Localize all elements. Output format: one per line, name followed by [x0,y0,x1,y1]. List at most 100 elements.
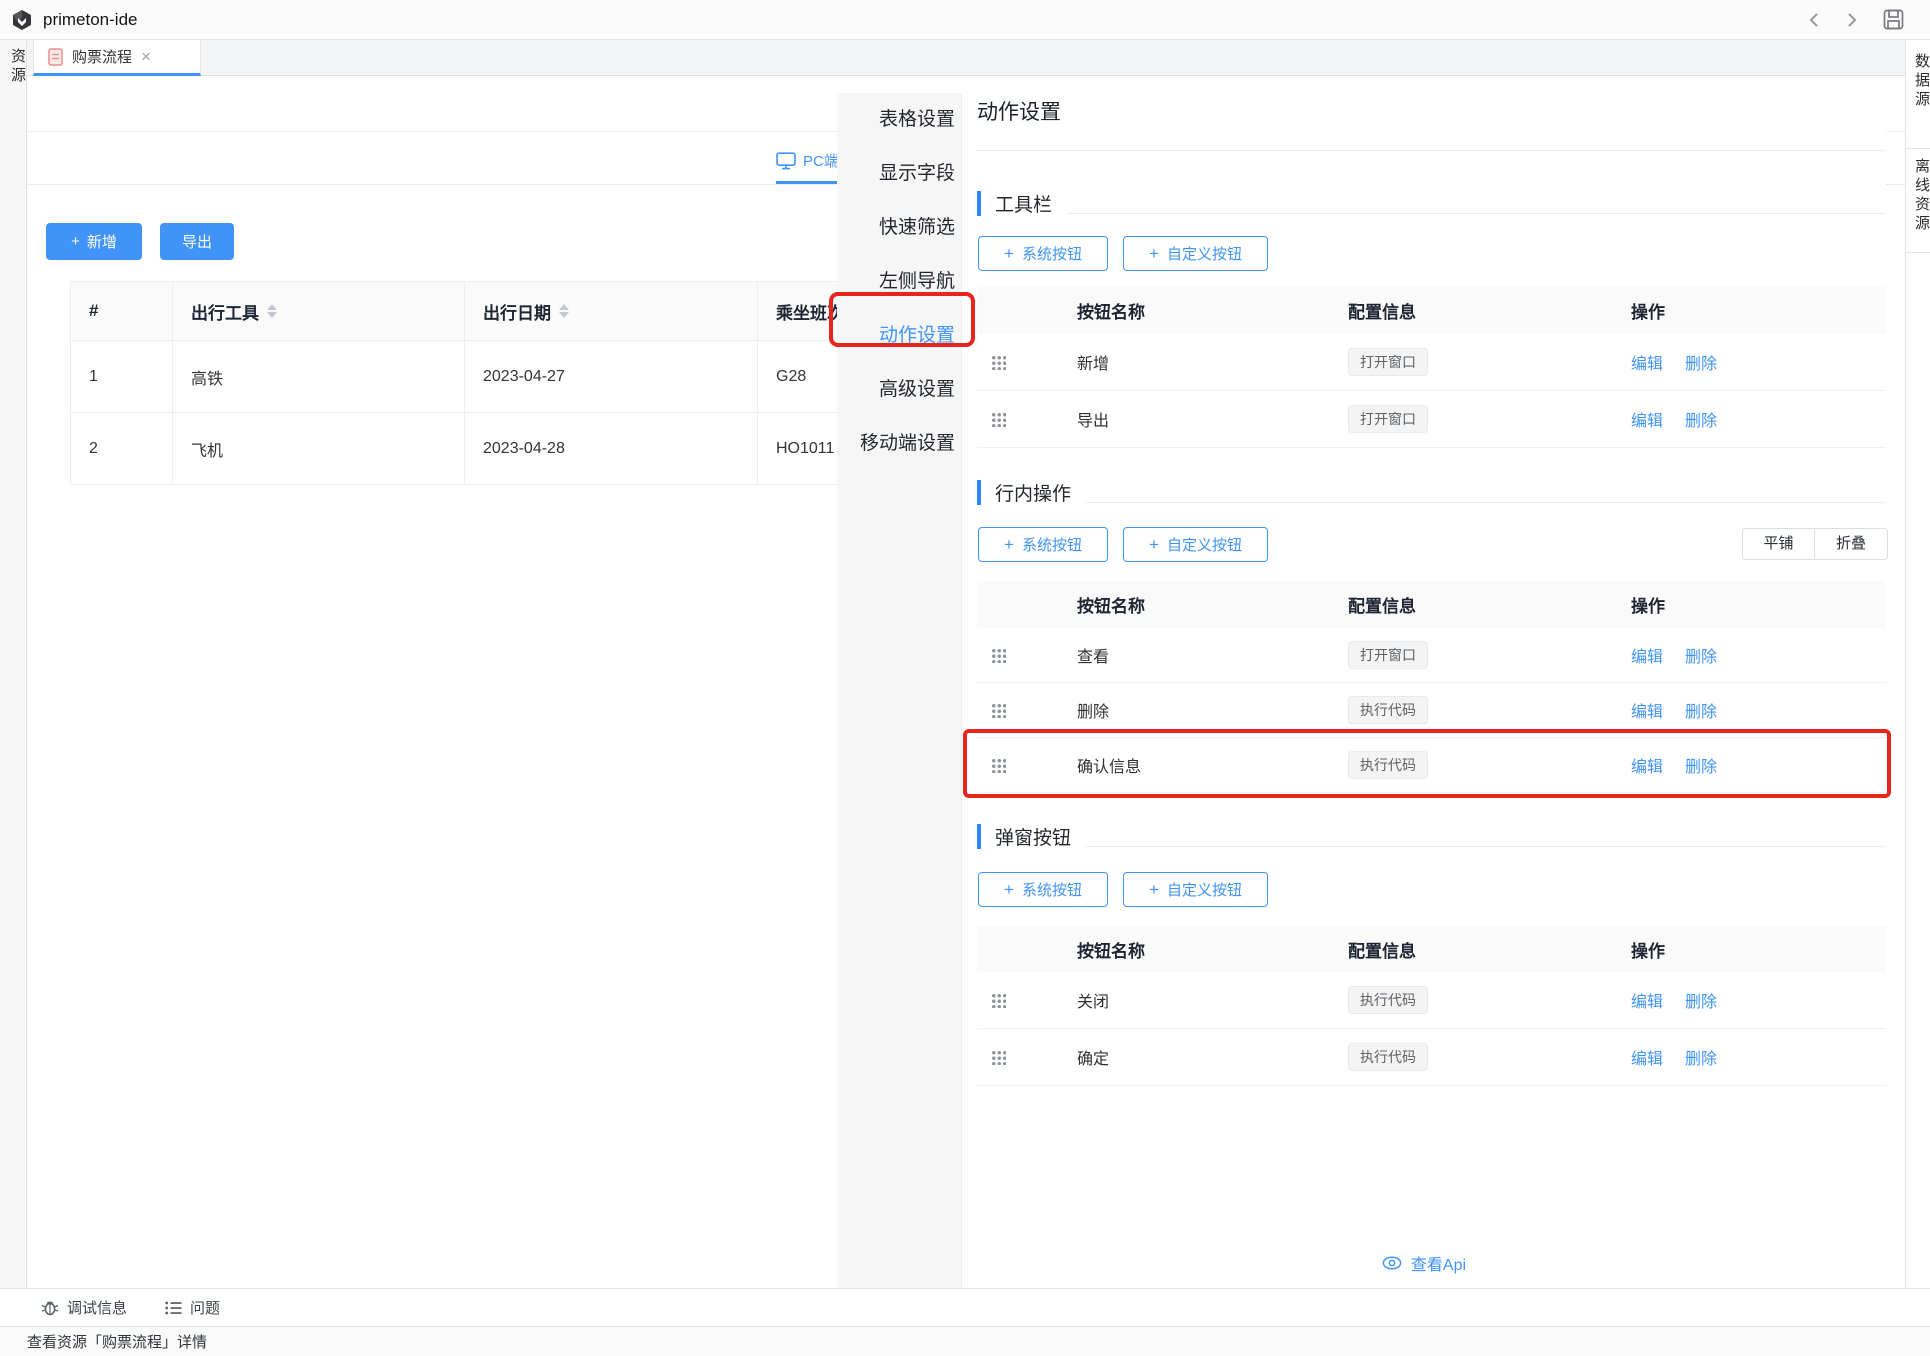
app-logo-icon [13,9,31,30]
config-tag: 打开窗口 [1348,404,1428,434]
dialog-buttons-table: 按钮名称 配置信息 操作 关闭 执行代码 编辑 删除 确定 执行代码 编辑 删 [977,926,1886,1086]
problems-item[interactable]: 问题 [165,1297,220,1318]
edit-link[interactable]: 编辑 [1631,356,1664,373]
view-api-link[interactable]: 查看Api [962,1251,1886,1275]
tab-pc-label: PC端 [803,153,839,170]
section-title: 工具栏 [995,194,1053,216]
menu-item-display-fields[interactable]: 显示字段 [878,163,955,184]
tab-ticket-flow[interactable]: 购票流程 × [33,40,201,76]
table-row: 确定 执行代码 编辑 删除 [977,1029,1886,1086]
toggle-collapse[interactable]: 折叠 [1835,535,1866,552]
sort-icon[interactable] [559,304,569,318]
header-button-name: 按钮名称 [1077,597,1145,616]
layout-toggle: 平铺 折叠 [1742,528,1888,560]
drag-handle-icon[interactable] [991,1049,1006,1065]
tab-pc-underline [776,181,837,184]
table-row: 新增 打开窗口 编辑 删除 [977,334,1886,391]
rail-divider [1906,252,1930,253]
section-rule [1086,846,1886,847]
button-name: 查看 [1077,649,1110,666]
col-index: # [71,282,173,341]
drag-handle-icon[interactable] [991,757,1006,773]
panel-title: 动作设置 [977,101,1061,124]
delete-link[interactable]: 删除 [1685,356,1718,373]
editor-tab-strip: 购票流程 × [27,40,1905,76]
section-accent-bar [977,190,981,216]
toolbar-buttons-table: 按钮名称 配置信息 操作 新增 打开窗口 编辑 删除 导出 打开窗口 编辑 删 [977,287,1886,448]
system-button-add[interactable]: + 系统按钮 [978,527,1108,562]
menu-item-action-settings[interactable]: 动作设置 [878,325,955,346]
cell-index: 2 [71,413,173,485]
section-inline-actions: 行内操作 [977,478,1886,506]
col-travel-tool[interactable]: 出行工具 [173,282,465,341]
save-icon[interactable] [1883,9,1904,30]
header-button-name: 按钮名称 [1077,941,1145,961]
config-tag: 执行代码 [1348,750,1428,780]
right-rail-offline-resources[interactable]: 离线资源 [1913,158,1930,234]
edit-link[interactable]: 编辑 [1631,994,1664,1011]
back-icon[interactable] [1807,11,1821,29]
cell-travel-date: 2023-04-28 [465,413,758,485]
header-button-name: 按钮名称 [1077,303,1145,322]
delete-link[interactable]: 删除 [1685,994,1718,1011]
drag-handle-icon[interactable] [991,702,1006,718]
delete-link[interactable]: 删除 [1685,1051,1718,1068]
tab-pc-view[interactable]: PC端 [776,150,839,171]
config-tag: 执行代码 [1348,695,1428,725]
custom-button-add[interactable]: + 自定义按钮 [1123,236,1268,271]
menu-item-table-settings[interactable]: 表格设置 [878,109,955,130]
edit-link[interactable]: 编辑 [1631,649,1664,666]
edit-link[interactable]: 编辑 [1631,1051,1664,1068]
menu-item-quick-filter[interactable]: 快速筛选 [878,217,955,238]
custom-button-add[interactable]: + 自定义按钮 [1123,872,1268,907]
delete-link[interactable]: 删除 [1685,649,1718,666]
add-button[interactable]: + 新增 [46,223,142,260]
button-name: 新增 [1077,356,1110,373]
delete-link[interactable]: 删除 [1685,413,1718,430]
config-tag: 打开窗口 [1348,347,1428,377]
custom-button-add[interactable]: + 自定义按钮 [1123,527,1268,562]
app-title: primeton-ide [43,9,138,29]
button-name: 确认信息 [1077,759,1142,776]
left-rail-resources[interactable]: 资源 [9,48,26,86]
delete-link[interactable]: 删除 [1685,704,1718,721]
system-button-add[interactable]: + 系统按钮 [978,872,1108,907]
table-row: 关闭 执行代码 编辑 删除 [977,972,1886,1029]
config-tag: 打开窗口 [1348,640,1428,670]
header-operation: 操作 [1631,597,1665,616]
tab-label: 购票流程 [72,49,133,66]
config-tag: 执行代码 [1348,1042,1428,1072]
col-travel-date[interactable]: 出行日期 [465,282,758,341]
table-header: 按钮名称 配置信息 操作 [977,926,1886,972]
plus-icon: + [1004,244,1014,263]
edit-link[interactable]: 编辑 [1631,413,1664,430]
table-header: 按钮名称 配置信息 操作 [977,287,1886,334]
right-rail-datasource[interactable]: 数据源 [1913,53,1930,110]
sort-icon[interactable] [267,304,277,318]
toggle-tile[interactable]: 平铺 [1743,529,1815,559]
edit-link[interactable]: 编辑 [1631,704,1664,721]
plus-icon: + [71,233,80,250]
title-bar: primeton-ide [0,0,1930,40]
export-button[interactable]: 导出 [160,223,234,260]
tab-close-icon[interactable]: × [141,47,151,66]
menu-item-advanced-settings[interactable]: 高级设置 [878,379,955,400]
cell-travel-tool: 高铁 [173,341,465,413]
forward-icon[interactable] [1845,11,1859,29]
menu-item-mobile-settings[interactable]: 移动端设置 [859,433,955,454]
debug-info-item[interactable]: 调试信息 [41,1297,127,1318]
drag-handle-icon[interactable] [991,647,1006,663]
delete-link[interactable]: 删除 [1685,759,1718,776]
plus-icon: + [1149,244,1159,263]
table-row: 导出 打开窗口 编辑 删除 [977,391,1886,448]
system-button-add[interactable]: + 系统按钮 [978,236,1108,271]
cell-index: 1 [71,341,173,413]
action-settings-panel: 动作设置 工具栏 + 系统按钮 + 自定义按钮 按钮名称 配置信息 操作 新增 [962,93,1888,1288]
document-icon [48,47,63,66]
drag-handle-icon[interactable] [991,411,1006,427]
drag-handle-icon[interactable] [991,992,1006,1008]
edit-link[interactable]: 编辑 [1631,759,1664,776]
drag-handle-icon[interactable] [991,354,1006,370]
menu-item-left-nav[interactable]: 左侧导航 [878,271,955,292]
monitor-icon [776,151,796,169]
